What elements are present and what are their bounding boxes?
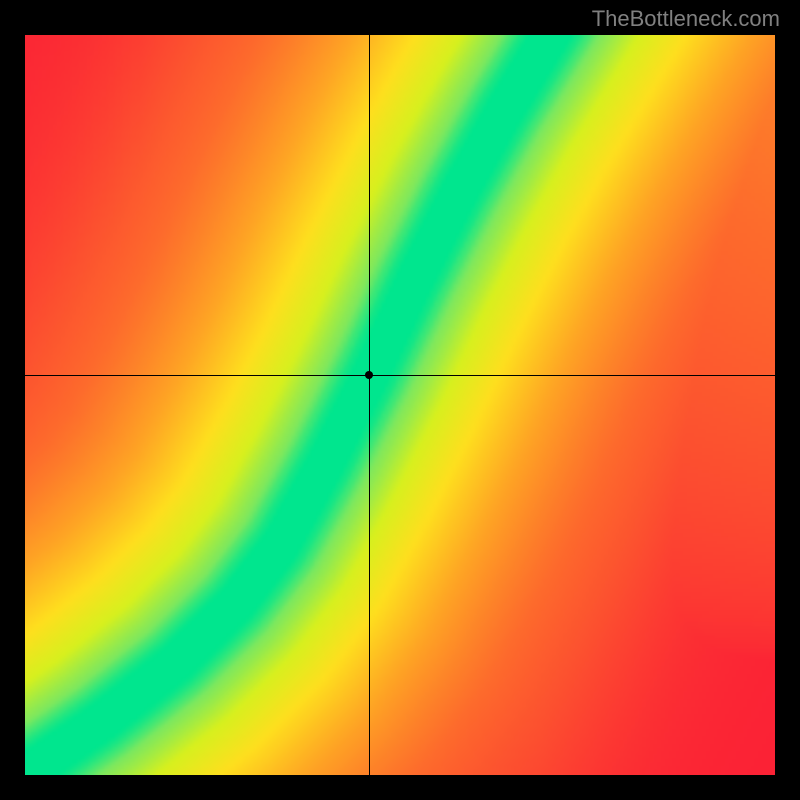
heatmap-canvas: [25, 35, 775, 775]
crosshair-dot: [365, 371, 373, 379]
crosshair-vertical: [369, 35, 370, 775]
crosshair-horizontal: [25, 375, 775, 376]
bottleneck-heatmap: [25, 35, 775, 775]
watermark-text: TheBottleneck.com: [592, 6, 780, 32]
